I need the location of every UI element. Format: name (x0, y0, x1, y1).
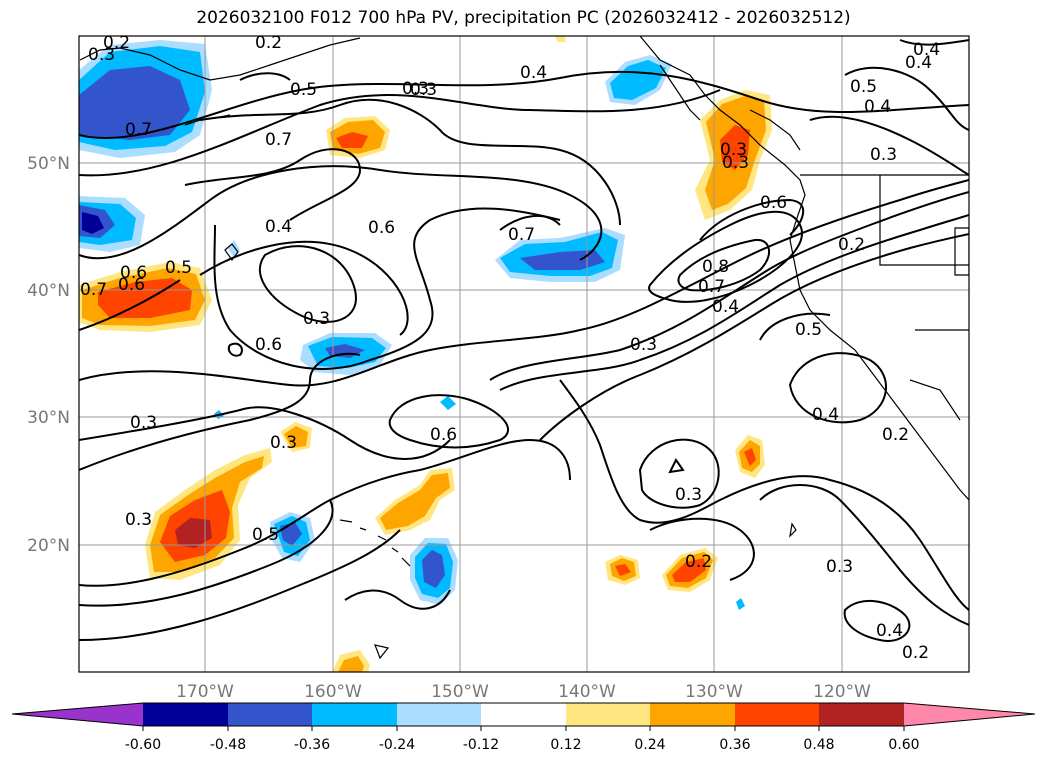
contour-label: 0.4 (712, 297, 739, 317)
contour-labels: 0.3 0.2 0.4 0.5 0.7 0.3 0.4 0.5 0.4 0.3 … (80, 33, 940, 663)
contour-label: 0.2 (103, 33, 130, 53)
contour-label: 0.6 (430, 425, 457, 445)
colorbar-segment (566, 703, 650, 726)
contour-label: 0.3 (826, 557, 853, 577)
latitude-labels: 50°N 40°N 30°N 20°N (27, 154, 70, 556)
contour-label: 0.6 (118, 275, 145, 295)
colorbar-tick: -0.60 (125, 737, 161, 753)
contour-label: 0.3 (270, 433, 297, 453)
contour-label: 0.7 (508, 225, 535, 245)
contour-label: 0.3 (130, 413, 157, 433)
contour-label: 0.3 (630, 335, 657, 355)
contour-label: 0.4 (905, 53, 932, 73)
contour-label: 0.4 (864, 97, 891, 117)
colorbar-tick: 0.24 (634, 737, 665, 753)
colorbar-segment (735, 703, 819, 726)
contour-label: 0.2 (685, 552, 712, 572)
lon-label: 120°W (813, 682, 871, 702)
contour-label: 0.4 (913, 40, 940, 60)
contour-label: 0.5 (165, 258, 192, 278)
contour-label: 0.4 (520, 63, 547, 83)
colorbar: -0.60 -0.48 -0.36 -0.24 -0.12 0.12 0.24 … (11, 702, 1036, 753)
contour-label: 0.4 (876, 621, 903, 641)
contour-label: 0.2 (902, 643, 929, 663)
colorbar-tick: 0.60 (888, 737, 919, 753)
colorbar-tick: 0.36 (719, 737, 750, 753)
lon-label: 140°W (558, 682, 616, 702)
colorbar-tick: -0.36 (294, 737, 330, 753)
colorbar-tick: -0.12 (463, 737, 499, 753)
lat-label: 20°N (27, 536, 70, 556)
lat-label: 30°N (27, 408, 70, 428)
colorbar-segment (819, 703, 904, 726)
contour-label: 0.2 (838, 235, 865, 255)
contour-label: 0.6 (255, 335, 282, 355)
contour-label: 0.4 (812, 405, 839, 425)
contour-label: 0.5 (795, 320, 822, 340)
pv-contours (79, 39, 969, 642)
contour-label: 0.4 (265, 217, 292, 237)
colorbar-tick: -0.24 (379, 737, 415, 753)
contour-label: 0.5 (290, 80, 317, 100)
contour-label: 0.7 (80, 280, 107, 300)
contour-label: 0.3 (402, 79, 429, 99)
map-gridlines (79, 36, 969, 672)
map-frame (78, 35, 970, 673)
longitude-labels: 170°W 160°W 150°W 140°W 130°W 120°W (176, 682, 871, 702)
contour-label: 0.3 (303, 309, 330, 329)
colorbar-segment (143, 703, 228, 726)
colorbar-segment (228, 703, 312, 726)
colorbar-extend-max (904, 703, 1035, 726)
lat-label: 40°N (27, 281, 70, 301)
contour-label: 0.7 (265, 130, 292, 150)
lon-label: 130°W (685, 682, 743, 702)
lon-label: 150°W (431, 682, 489, 702)
colorbar-extend-min (12, 703, 143, 726)
contour-label: 0.3 (125, 510, 152, 530)
map-title: 2026032100 F012 700 hPa PV, precipitatio… (196, 8, 851, 28)
contour-label: 0.5 (252, 525, 279, 545)
contour-label: 0.3 (88, 45, 115, 65)
contour-label: 0.3 (410, 80, 437, 100)
colorbar-tick: 0.12 (550, 737, 581, 753)
contour-label: 0.3 (675, 485, 702, 505)
colorbar-segment (312, 703, 397, 726)
contour-label: 0.6 (368, 218, 395, 238)
contour-label: 0.3 (720, 140, 747, 160)
colorbar-segment (650, 703, 735, 726)
lat-label: 50°N (27, 154, 70, 174)
contour-label: 0.2 (882, 425, 909, 445)
lon-label: 170°W (176, 682, 234, 702)
contour-label: 0.3 (870, 145, 897, 165)
contour-label: 0.6 (120, 263, 147, 283)
colorbar-segment (481, 703, 566, 726)
contour-label: 0.6 (760, 193, 787, 213)
contour-label: 0.7 (125, 120, 152, 140)
colorbar-tick: 0.48 (803, 737, 834, 753)
contour-label: 0.5 (850, 77, 877, 97)
lon-label: 160°W (304, 682, 362, 702)
contour-label: 0.3 (722, 153, 749, 173)
colorbar-tick: -0.48 (210, 737, 246, 753)
contour-label: 0.7 (698, 277, 725, 297)
colorbar-segment (397, 703, 481, 726)
contour-label: 0.2 (255, 33, 282, 53)
contour-label: 0.8 (702, 257, 729, 277)
